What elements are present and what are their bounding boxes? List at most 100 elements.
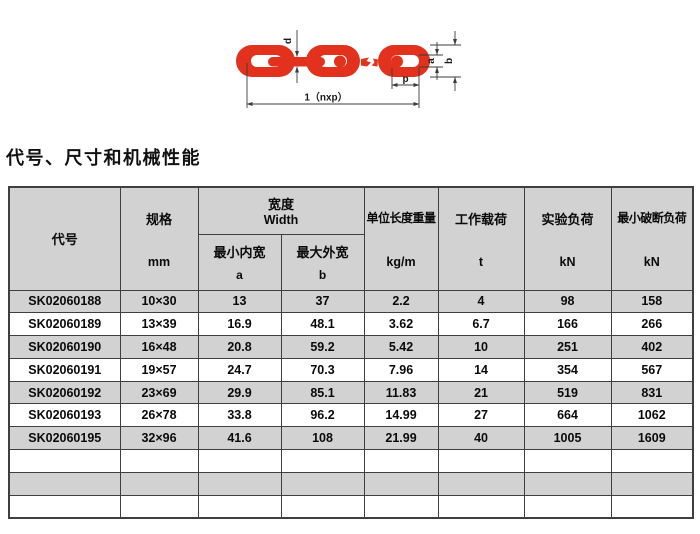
dimension-lines — [246, 30, 461, 108]
col-header-unit-weight-label: 单位长度重量 — [366, 210, 437, 225]
cell-max-outer: 96.2 — [280, 403, 365, 428]
cell-spec: 19×57 — [119, 357, 199, 382]
empty-cell — [610, 471, 694, 496]
chain-cross-links — [268, 55, 403, 68]
empty-cell — [119, 449, 199, 473]
col-header-min-inner-label: 最小内宽 — [213, 245, 266, 260]
cell-code: SK02060193 — [8, 403, 121, 428]
col-header-test-load-label: 实验负荷 — [541, 211, 594, 227]
page-title: 代号、尺寸和机械性能 — [6, 148, 201, 168]
empty-cell — [280, 449, 365, 473]
empty-cell — [610, 494, 694, 519]
col-header-width-en: Width — [263, 213, 299, 228]
cell-min-break: 831 — [610, 380, 694, 405]
empty-cell — [523, 494, 612, 519]
cell-min-break: 567 — [610, 357, 694, 382]
cell-unit-weight: 2.2 — [363, 289, 439, 314]
cell-max-outer: 85.1 — [280, 380, 365, 405]
cell-min-inner: 29.9 — [197, 380, 282, 405]
empty-cell — [197, 449, 282, 473]
cell-min-inner: 13 — [197, 289, 282, 314]
cell-working-load: 6.7 — [437, 312, 525, 337]
col-header-working-load-label: 工作载荷 — [455, 211, 508, 227]
col-header-working-load-unit: t — [478, 254, 484, 269]
cell-min-inner: 24.7 — [197, 357, 282, 382]
cell-min-inner: 41.6 — [197, 426, 282, 451]
empty-table-row — [8, 494, 694, 519]
chain-links-icon — [236, 45, 430, 77]
col-header-min-break-unit: kN — [643, 254, 660, 269]
table-row: SK02060190 16×48 20.8 59.2 5.42 10 251 4… — [8, 335, 694, 359]
cell-spec: 16×48 — [119, 335, 199, 359]
cell-max-outer: 70.3 — [280, 357, 365, 382]
col-header-code: 代号 — [8, 186, 121, 291]
cell-max-outer: 108 — [280, 426, 365, 451]
empty-table-row — [8, 471, 694, 496]
dim-label-p: p — [402, 74, 408, 85]
empty-cell — [280, 471, 365, 496]
spec-table: 代号 规格 mm 宽度 Width 单位长度重量 kg/m — [8, 186, 695, 520]
col-header-min-inner: 最小内宽 a — [197, 233, 282, 291]
cell-code: SK02060191 — [8, 357, 121, 382]
empty-cell — [363, 494, 439, 519]
cell-min-inner: 33.8 — [197, 403, 282, 428]
empty-table-row — [8, 449, 694, 473]
cell-min-inner: 16.9 — [197, 312, 282, 337]
cell-working-load: 4 — [437, 289, 525, 314]
col-header-code-label: 代号 — [51, 232, 78, 248]
empty-cell — [363, 449, 439, 473]
empty-cell — [437, 471, 525, 496]
col-header-unit-weight: 单位长度重量 kg/m — [363, 186, 439, 291]
cell-unit-weight: 14.99 — [363, 403, 439, 428]
col-header-spec-label: 规格 — [145, 211, 172, 227]
empty-cell — [437, 449, 525, 473]
empty-cell — [363, 471, 439, 496]
cell-min-break: 402 — [610, 335, 694, 359]
col-header-spec: 规格 mm — [119, 186, 199, 291]
empty-cell — [610, 449, 694, 473]
cell-unit-weight: 3.62 — [363, 312, 439, 337]
cell-spec: 10×30 — [119, 289, 199, 314]
cell-spec: 32×96 — [119, 426, 199, 451]
empty-cell — [280, 494, 365, 519]
col-header-unit-weight-unit: kg/m — [386, 254, 416, 269]
cell-min-break: 1609 — [610, 426, 694, 451]
cell-unit-weight: 7.96 — [363, 357, 439, 382]
table-row: SK02060193 26×78 33.8 96.2 14.99 27 664 … — [8, 403, 694, 428]
cell-test-load: 354 — [523, 357, 612, 382]
col-header-max-outer-label: 最大外宽 — [296, 245, 349, 260]
cell-max-outer: 59.2 — [280, 335, 365, 359]
cell-working-load: 27 — [437, 403, 525, 428]
dim-label-length: 1（nxp） — [304, 91, 347, 104]
col-header-max-outer: 最大外宽 b — [280, 233, 365, 291]
cell-min-break: 1062 — [610, 403, 694, 428]
empty-cell — [119, 471, 199, 496]
empty-cell — [119, 494, 199, 519]
dim-label-b: b — [444, 58, 455, 64]
table-row: SK02060188 10×30 13 37 2.2 4 98 158 — [8, 289, 694, 314]
col-header-width-zh: 宽度 — [268, 197, 295, 213]
cell-max-outer: 48.1 — [280, 312, 365, 337]
table-body: SK02060188 10×30 13 37 2.2 4 98 158 SK02… — [8, 289, 694, 519]
empty-cell — [8, 449, 121, 473]
cell-code: SK02060190 — [8, 335, 121, 359]
empty-cell — [8, 494, 121, 519]
col-header-working-load: 工作载荷 t — [437, 186, 525, 291]
col-header-min-break-label: 最小破断负荷 — [617, 210, 687, 225]
cell-min-break: 158 — [610, 289, 694, 314]
dim-label-d: d — [283, 38, 294, 44]
cell-unit-weight: 11.83 — [363, 380, 439, 405]
cell-test-load: 166 — [523, 312, 612, 337]
cell-spec: 13×39 — [119, 312, 199, 337]
empty-cell — [523, 449, 612, 473]
col-header-test-load-unit: kN — [559, 254, 576, 269]
empty-cell — [437, 494, 525, 519]
col-header-spec-unit: mm — [147, 254, 171, 269]
cell-spec: 23×69 — [119, 380, 199, 405]
cell-spec: 26×78 — [119, 403, 199, 428]
cell-unit-weight: 21.99 — [363, 426, 439, 451]
chain-diagram: d a b p 1（nxp） — [236, 30, 461, 108]
empty-cell — [197, 471, 282, 496]
cell-code: SK02060192 — [8, 380, 121, 405]
cell-test-load: 98 — [523, 289, 612, 314]
